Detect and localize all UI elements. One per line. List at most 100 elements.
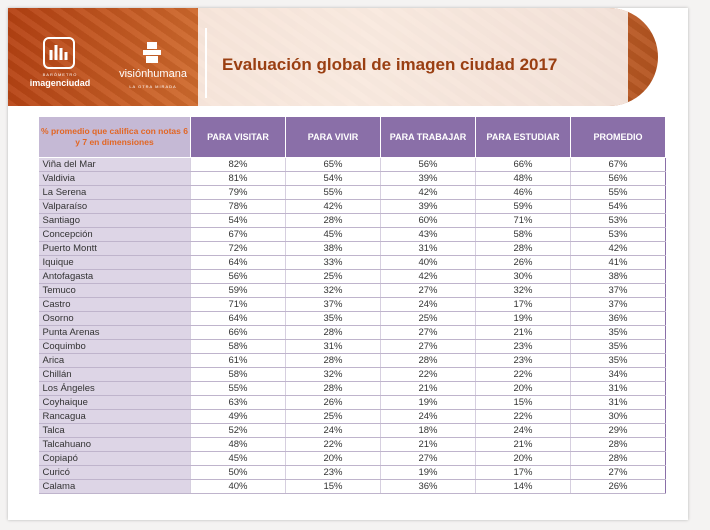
percent-cell: 37% bbox=[285, 297, 381, 312]
city-name: La Serena bbox=[38, 185, 191, 200]
city-name: Coyhaique bbox=[38, 395, 191, 410]
logo-right-small-text: LA OTRA MIRADA bbox=[129, 84, 177, 89]
table-row: Coyhaique 63% 26% 19% 15% 31% bbox=[38, 395, 666, 410]
percent-cell: 17% bbox=[475, 297, 571, 312]
page-title: Evaluación global de imagen ciudad 2017 bbox=[222, 55, 558, 74]
city-name: Antofagasta bbox=[38, 269, 191, 284]
percent-cell: 35% bbox=[285, 311, 381, 326]
percent-cell: 32% bbox=[285, 367, 381, 382]
average-cell: 31% bbox=[570, 381, 666, 396]
percent-cell: 22% bbox=[475, 367, 571, 382]
average-cell: 36% bbox=[570, 311, 666, 326]
table-row: Concepción 67% 45% 43% 58% 53% bbox=[38, 227, 666, 242]
table-row: Talcahuano 48% 22% 21% 21% 28% bbox=[38, 437, 666, 452]
city-name: Santiago bbox=[38, 213, 191, 228]
percent-cell: 52% bbox=[190, 423, 286, 438]
percent-cell: 50% bbox=[190, 465, 286, 480]
percent-cell: 20% bbox=[475, 451, 571, 466]
city-name: Arica bbox=[38, 353, 191, 368]
percent-cell: 32% bbox=[285, 283, 381, 298]
percent-cell: 25% bbox=[285, 409, 381, 424]
percent-cell: 42% bbox=[285, 199, 381, 214]
percent-cell: 21% bbox=[380, 437, 476, 452]
percent-cell: 65% bbox=[285, 157, 381, 172]
city-name: Calama bbox=[38, 479, 191, 494]
table-row: Curicó 50% 23% 19% 17% 27% bbox=[38, 465, 666, 480]
percent-cell: 21% bbox=[380, 381, 476, 396]
percent-cell: 27% bbox=[380, 325, 476, 340]
percent-cell: 25% bbox=[285, 269, 381, 284]
percent-cell: 63% bbox=[190, 395, 286, 410]
percent-cell: 42% bbox=[380, 185, 476, 200]
city-name: Castro bbox=[38, 297, 191, 312]
percent-cell: 28% bbox=[285, 381, 381, 396]
percent-cell: 19% bbox=[475, 311, 571, 326]
barometro-logo-icon bbox=[43, 37, 75, 69]
city-name: Osorno bbox=[38, 311, 191, 326]
city-name: Rancagua bbox=[38, 409, 191, 424]
city-name: Puerto Montt bbox=[38, 241, 191, 256]
table-row: Valparaíso 78% 42% 39% 59% 54% bbox=[38, 199, 666, 214]
city-image-table: % promedio que califica con notas 6 y 7 … bbox=[38, 116, 666, 494]
city-name: Temuco bbox=[38, 283, 191, 298]
percent-cell: 56% bbox=[190, 269, 286, 284]
percent-cell: 39% bbox=[380, 199, 476, 214]
city-name: Iquique bbox=[38, 255, 191, 270]
table-row: Viña del Mar 82% 65% 56% 66% 67% bbox=[38, 157, 666, 172]
percent-cell: 67% bbox=[190, 227, 286, 242]
average-cell: 37% bbox=[570, 297, 666, 312]
percent-cell: 15% bbox=[475, 395, 571, 410]
banner-title-area bbox=[198, 8, 628, 106]
percent-cell: 24% bbox=[380, 297, 476, 312]
percent-cell: 66% bbox=[190, 325, 286, 340]
average-cell: 29% bbox=[570, 423, 666, 438]
average-cell: 37% bbox=[570, 283, 666, 298]
percent-cell: 28% bbox=[285, 213, 381, 228]
average-cell: 27% bbox=[570, 465, 666, 480]
percent-cell: 23% bbox=[285, 465, 381, 480]
table-row: Santiago 54% 28% 60% 71% 53% bbox=[38, 213, 666, 228]
table-row: Valdivia 81% 54% 39% 48% 56% bbox=[38, 171, 666, 186]
average-cell: 41% bbox=[570, 255, 666, 270]
percent-cell: 28% bbox=[285, 325, 381, 340]
percent-cell: 19% bbox=[380, 465, 476, 480]
percent-cell: 64% bbox=[190, 311, 286, 326]
percent-cell: 59% bbox=[475, 199, 571, 214]
percent-cell: 64% bbox=[190, 255, 286, 270]
percent-cell: 27% bbox=[380, 339, 476, 354]
table-row: Rancagua 49% 25% 24% 22% 30% bbox=[38, 409, 666, 424]
percent-cell: 78% bbox=[190, 199, 286, 214]
visionhumana-logo-icon bbox=[143, 42, 161, 63]
city-name: Talca bbox=[38, 423, 191, 438]
table-row: La Serena 79% 55% 42% 46% 55% bbox=[38, 185, 666, 200]
city-name: Coquimbo bbox=[38, 339, 191, 354]
city-name: Copiapó bbox=[38, 451, 191, 466]
percent-cell: 23% bbox=[475, 339, 571, 354]
average-cell: 28% bbox=[570, 451, 666, 466]
percent-cell: 59% bbox=[190, 283, 286, 298]
table-row: Los Ángeles 55% 28% 21% 20% 31% bbox=[38, 381, 666, 396]
percent-cell: 40% bbox=[190, 479, 286, 494]
percent-cell: 27% bbox=[380, 451, 476, 466]
percent-cell: 21% bbox=[475, 325, 571, 340]
percent-cell: 21% bbox=[475, 437, 571, 452]
logo-left-big-text: imagenciudad bbox=[29, 78, 91, 88]
table-row: Arica 61% 28% 28% 23% 35% bbox=[38, 353, 666, 368]
table-row: Puerto Montt 72% 38% 31% 28% 42% bbox=[38, 241, 666, 256]
table-row: Antofagasta 56% 25% 42% 30% 38% bbox=[38, 269, 666, 284]
average-cell: 35% bbox=[570, 325, 666, 340]
percent-cell: 19% bbox=[380, 395, 476, 410]
percent-cell: 17% bbox=[475, 465, 571, 480]
average-cell: 54% bbox=[570, 199, 666, 214]
percent-cell: 22% bbox=[285, 437, 381, 452]
percent-cell: 66% bbox=[475, 157, 571, 172]
city-name: Punta Arenas bbox=[38, 325, 191, 340]
percent-cell: 81% bbox=[190, 171, 286, 186]
percent-cell: 15% bbox=[285, 479, 381, 494]
average-cell: 56% bbox=[570, 171, 666, 186]
percent-cell: 25% bbox=[380, 311, 476, 326]
percent-cell: 71% bbox=[475, 213, 571, 228]
percent-cell: 46% bbox=[475, 185, 571, 200]
table-row: Calama 40% 15% 36% 14% 26% bbox=[38, 479, 666, 494]
percent-cell: 71% bbox=[190, 297, 286, 312]
